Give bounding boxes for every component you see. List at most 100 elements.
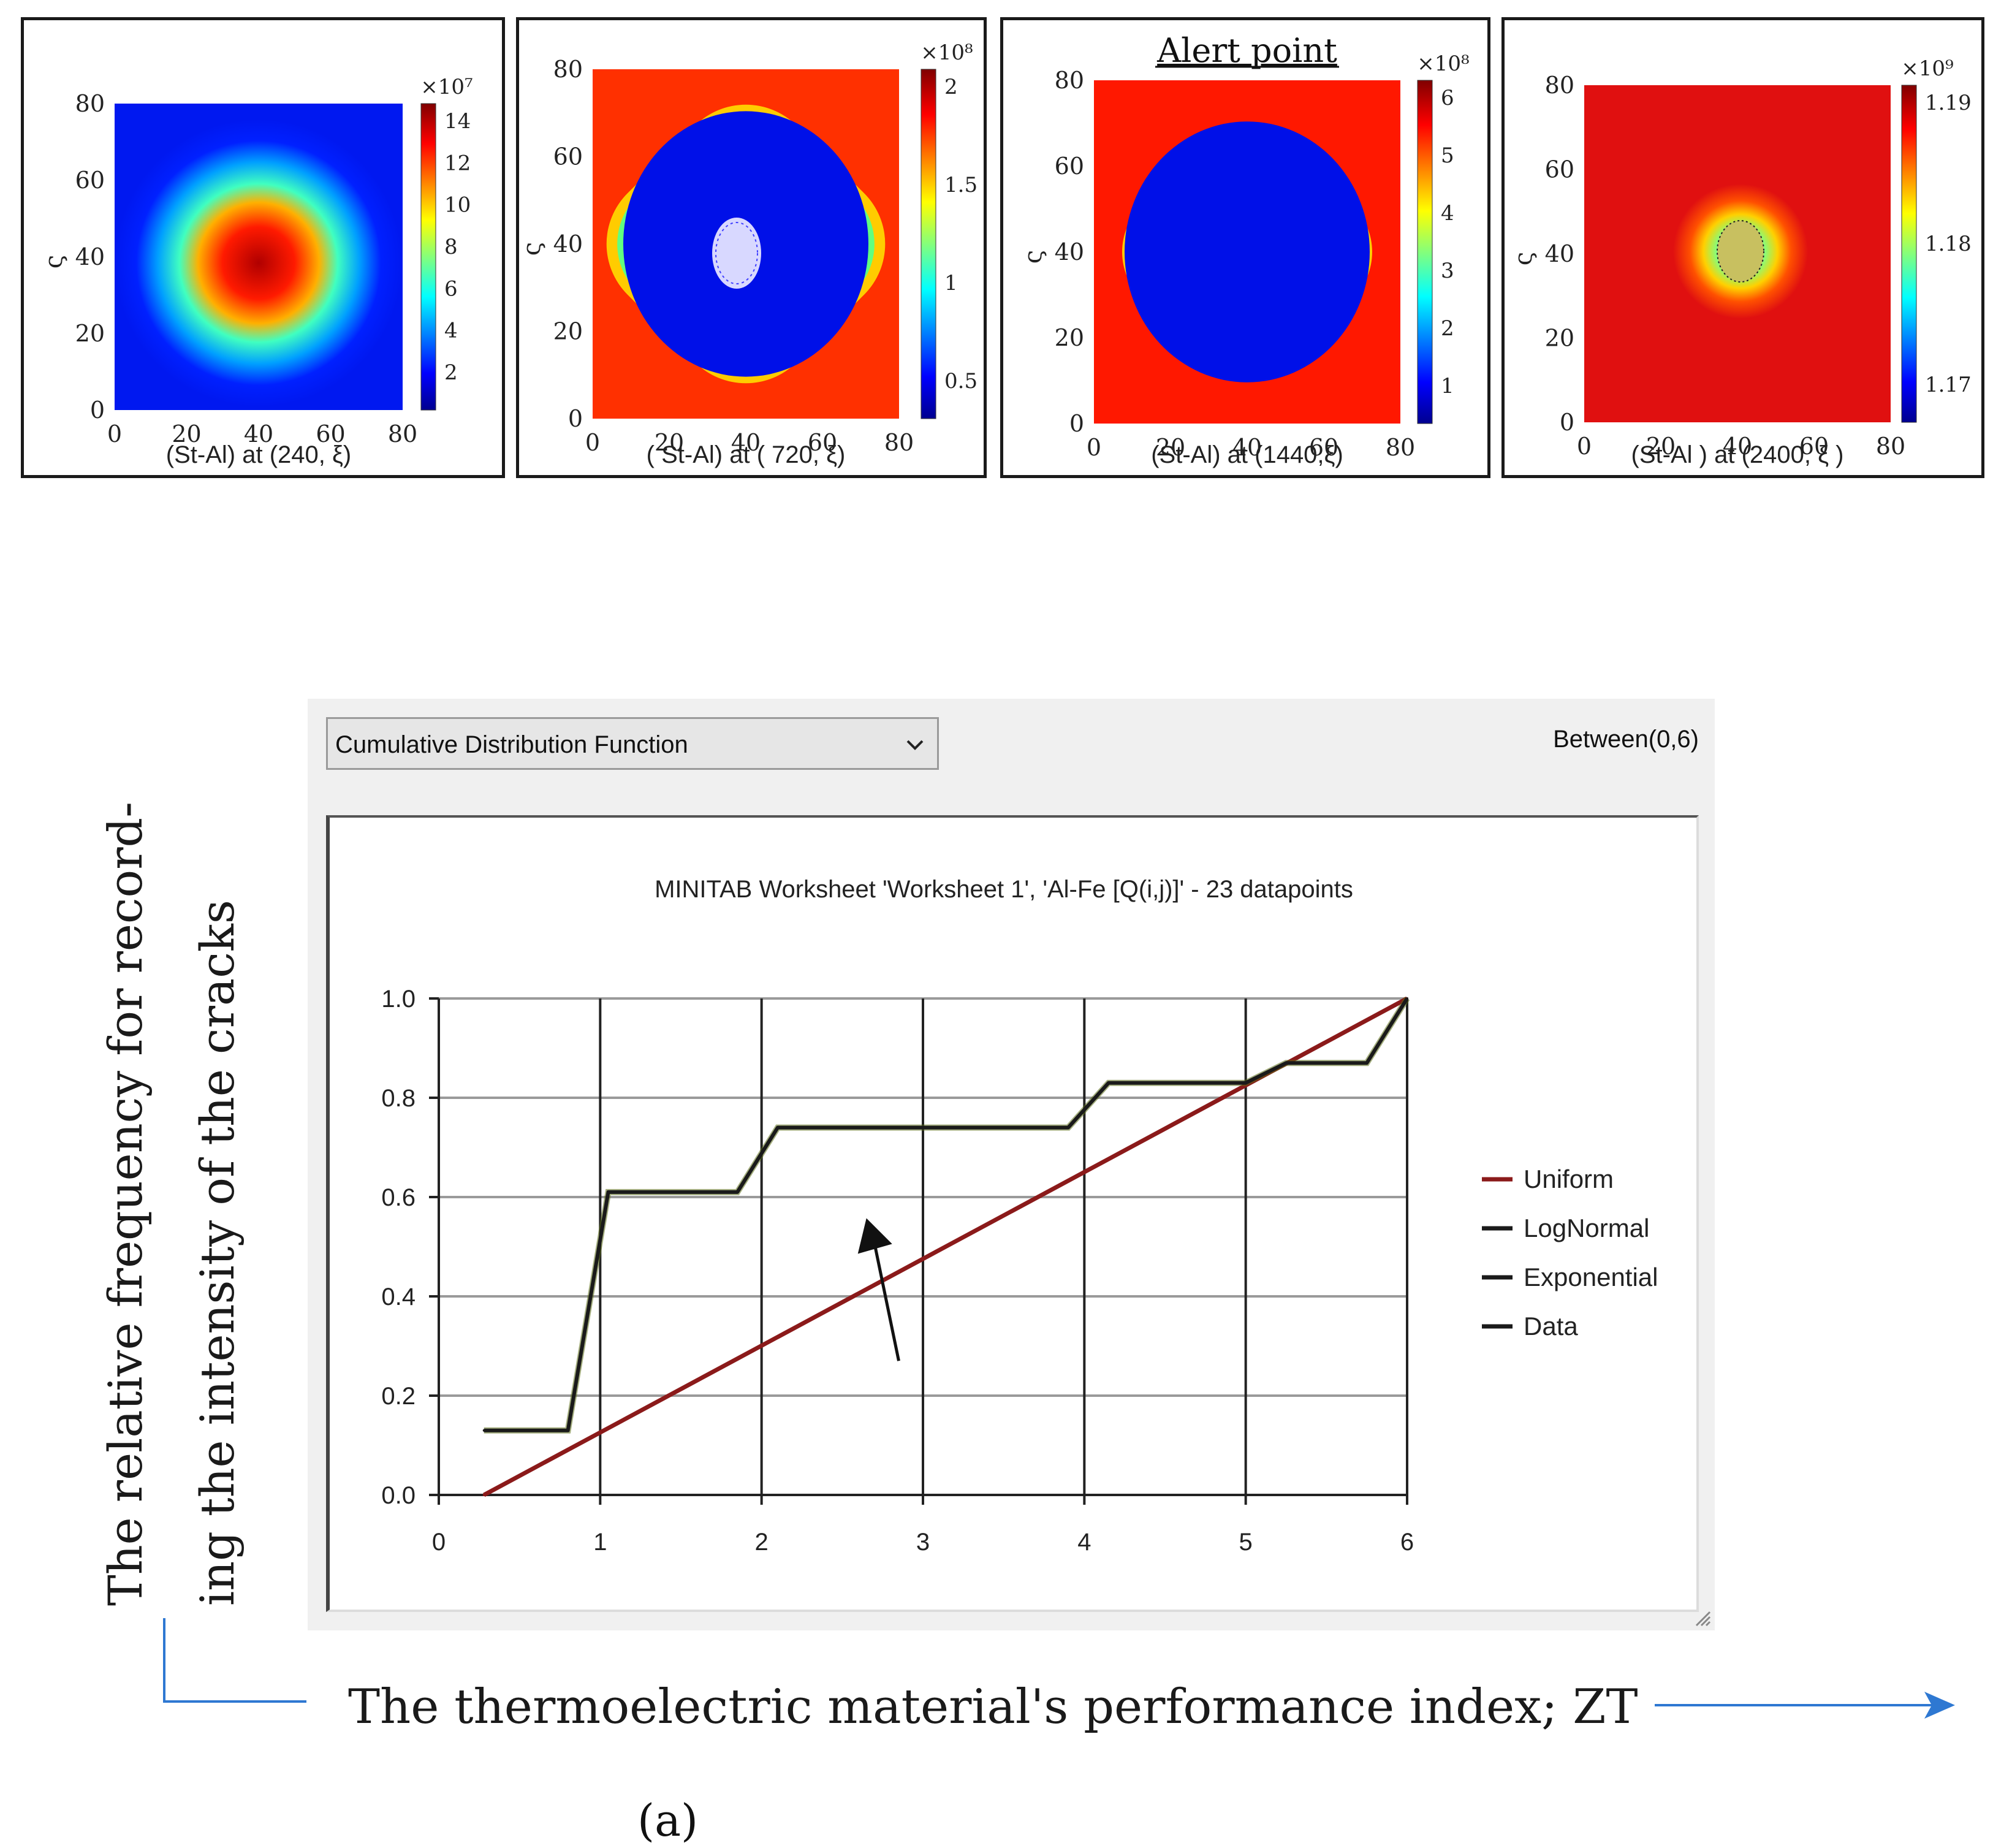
series-point-data [736,1190,739,1193]
series-data-highlight [484,997,1410,1434]
series-point-data [1365,1062,1369,1065]
heatmap-x-tick: 80 [884,429,914,456]
colorbar-tick: 0.5 [944,369,978,394]
annotation-arrow-head [857,1218,892,1254]
heatmap-y-tick: 20 [75,320,105,347]
heatmap-y-axis-symbol: ς [1019,250,1047,264]
x-tick-label: 0 [432,1529,446,1556]
chevron-down-icon[interactable] [902,731,928,758]
series-line-data [484,997,1409,1432]
colorbar [420,103,436,411]
heatmap-x-tick: 60 [316,420,345,447]
heatmap-y-axis-symbol: ς [519,242,546,256]
legend-label-uniform: Uniform [1524,1165,1614,1193]
heatmap-x-tick: 20 [1156,434,1185,461]
crack-pattern-spot [1717,220,1764,283]
heatmap-x-tick: 40 [1232,434,1262,461]
heatmap-y-tick: 20 [553,318,583,345]
heatmap-panel-240: 0 20 40 60 80 0 20 40 60 80 ς ×10⁷ 14 12 10 8 6 4 2 (St-Al)… [21,17,505,478]
colorbar-tick: 2 [944,75,958,99]
colorbar-tick: 4 [1441,201,1454,226]
heatmap-y-tick: 80 [1545,72,1574,99]
heatmap-y-tick: 40 [1545,240,1574,267]
heatmap-svg-1: 0 20 40 60 80 0 20 40 60 80 ς ×10⁸ 2 1.5 1 0.5 ( St-Al) … [519,40,978,468]
range-label: Between(0,6) [1553,726,1699,753]
heatmap-x-tick: 60 [808,429,837,456]
y-tick-label: 0.8 [381,1085,416,1112]
colorbar [1901,85,1917,423]
distribution-function-dropdown[interactable]: Cumulative Distribution Function [326,717,939,770]
heatmap-panel-720: 0 20 40 60 80 0 20 40 60 80 ς ×10⁸ 2 1.5 1 0.5 ( St-Al) … [516,17,987,478]
series-point-data [1406,997,1408,1000]
colorbar-tick: 1.5 [944,173,978,197]
panel-caption: (St-Al ) at (2400, ξ ) [1631,441,1844,468]
series-point-data [1067,1126,1069,1129]
colorbar-tick: 8 [444,235,458,259]
heatmap-y-axis-symbol: ς [1509,252,1538,265]
series-point-data [776,1126,779,1129]
heatmap-x-tick: 20 [1646,433,1676,460]
series-point-data [566,1429,569,1432]
colorbar-tick: 1 [944,271,958,295]
heatmap-field [115,104,403,410]
heatmap-y-tick: 40 [1055,238,1084,265]
outer-x-axis-label: The thermoelectric material's performanc… [348,1679,1638,1735]
x-tick-label: 6 [1400,1529,1414,1556]
colorbar-tick: 5 [1441,143,1454,168]
x-tick-label: 3 [916,1529,930,1556]
colorbar [921,69,936,419]
legend-label-exponential: Exponential [1524,1263,1658,1291]
colorbar-exponent: ×10⁸ [921,40,973,65]
plot-frame: MINITAB Worksheet 'Worksheet 1', 'Al-Fe … [326,815,1699,1612]
colorbar-tick: 1.19 [1925,91,1972,115]
colorbar-tick: 10 [444,193,471,218]
colorbar-tick: 6 [444,276,458,301]
heatmap-y-tick: 0 [568,405,583,432]
heatmap-y-tick: 80 [553,56,583,83]
heatmap-y-tick: 40 [553,230,583,257]
y-tick-label: 0.0 [381,1482,416,1509]
outer-y-axis-label: The relative frequency for record- ing t… [80,802,264,1606]
colorbar-tick: 12 [444,151,471,175]
outer-y-label-line-1: The relative frequency for record- [98,802,153,1606]
heatmap-y-tick: 80 [75,90,105,117]
heatmap-y-tick: 20 [1545,325,1574,352]
panel-title-alert-point: Alert point [1156,31,1337,70]
series-point-data [607,1190,610,1193]
x-tick-label: 4 [1077,1529,1091,1556]
heatmap-x-tick: 0 [1087,434,1101,461]
series-point-uniform [482,1494,485,1496]
y-tick-label: 1.0 [381,986,416,1013]
colorbar-tick: 1 [1441,374,1454,398]
figure-label: (a) [637,1795,699,1846]
colorbar-tick: 2 [444,360,458,385]
colorbar-tick: 3 [1441,259,1454,283]
heatmap-y-tick: 0 [1560,409,1574,436]
annotation-arrow-shaft [870,1227,900,1361]
x-tick-label: 2 [755,1529,769,1556]
heatmap-y-tick: 60 [75,167,105,194]
chart-title: MINITAB Worksheet 'Worksheet 1', 'Al-Fe … [655,876,1353,903]
minitab-chart-window: Cumulative Distribution Function Between… [308,699,1715,1630]
resize-grip-icon[interactable] [1693,1608,1711,1627]
panel-caption: (St-Al) at (240, ξ) [166,441,351,468]
series-point-data [482,1429,485,1432]
colorbar-exponent: ×10⁹ [1901,56,1953,81]
colorbar-tick: 14 [444,109,471,134]
heatmap-x-tick: 80 [388,420,417,447]
heatmap-x-tick: 20 [172,420,201,447]
colorbar-tick: 1.18 [1925,232,1972,256]
x-axis-arrow-head [1924,1692,1955,1719]
heatmap-x-tick: 0 [585,429,600,456]
heatmap-field [1094,80,1400,424]
heatmap-x-tick: 0 [1577,433,1592,460]
series-point-data [1285,1062,1288,1065]
legend-label-data: Data [1524,1312,1578,1340]
y-axis-bracket-line [163,1618,306,1703]
heatmap-svg-0: 0 20 40 60 80 0 20 40 60 80 ς ×10⁷ 14 12 10 8 6 4 2 (St-Al)… [40,75,473,468]
colorbar-exponent: ×10⁷ [420,75,473,99]
heatmap-y-tick: 0 [90,397,105,424]
x-tick-label: 1 [593,1529,607,1556]
series-point-data [1107,1081,1110,1084]
colorbar-exponent: ×10⁸ [1417,51,1469,76]
